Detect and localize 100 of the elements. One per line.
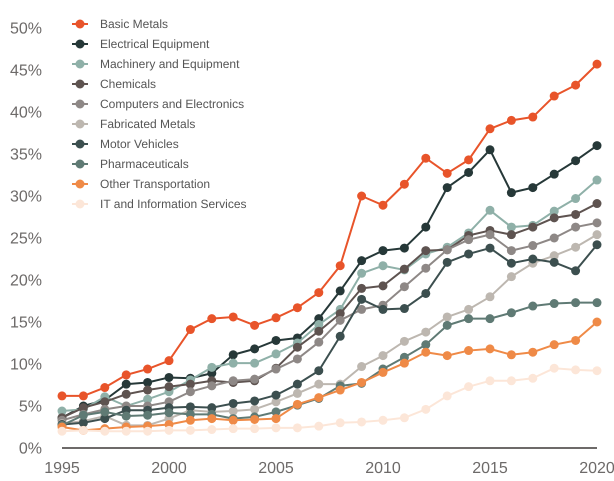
- point: [122, 390, 131, 399]
- point: [400, 413, 409, 422]
- point: [314, 288, 324, 298]
- point: [464, 314, 474, 324]
- y-tick-label: 15%: [10, 314, 42, 332]
- point: [421, 154, 430, 163]
- point: [400, 244, 409, 253]
- point: [486, 292, 494, 302]
- point: [592, 141, 602, 150]
- point: [486, 124, 494, 134]
- x-tick-label: 2020: [579, 460, 614, 477]
- legend-label: Motor Vehicles: [100, 137, 179, 152]
- point: [292, 423, 302, 432]
- point: [464, 346, 474, 356]
- point: [122, 380, 131, 389]
- point: [442, 391, 452, 400]
- point: [272, 313, 280, 322]
- point: [506, 308, 516, 318]
- point: [378, 368, 388, 377]
- point: [592, 60, 602, 69]
- point: [550, 364, 559, 373]
- point: [442, 183, 452, 192]
- point: [400, 358, 409, 368]
- point: [336, 261, 345, 270]
- point: [207, 414, 216, 424]
- point: [250, 396, 260, 406]
- point: [592, 199, 602, 208]
- point: [314, 422, 324, 431]
- point: [122, 412, 131, 421]
- point: [292, 303, 302, 312]
- legend-label: Electrical Equipment: [100, 37, 210, 52]
- y-tick-label: 5%: [18, 398, 42, 416]
- point: [336, 386, 345, 395]
- point: [228, 312, 238, 322]
- x-tick-label: 2000: [151, 460, 187, 477]
- legend-label: Other Transportation: [100, 177, 210, 192]
- point: [357, 192, 366, 200]
- point: [207, 381, 216, 390]
- point: [357, 362, 366, 372]
- point: [571, 266, 580, 276]
- point: [421, 348, 430, 357]
- y-tick-label: 35%: [10, 146, 42, 164]
- point: [143, 426, 152, 436]
- point: [421, 340, 430, 350]
- y-tick-label: 30%: [10, 188, 42, 206]
- point: [228, 350, 238, 360]
- point: [272, 349, 280, 358]
- point: [421, 404, 430, 414]
- point: [164, 356, 174, 366]
- point: [528, 183, 538, 192]
- point: [378, 246, 388, 256]
- point: [506, 222, 516, 232]
- point: [143, 410, 152, 420]
- point: [357, 304, 366, 314]
- y-tick-label: 45%: [10, 62, 42, 80]
- point: [357, 256, 366, 266]
- point: [186, 402, 195, 412]
- point: [442, 351, 452, 360]
- point: [336, 316, 345, 325]
- point: [592, 230, 602, 240]
- point: [592, 318, 602, 326]
- point: [314, 326, 324, 336]
- point: [442, 312, 452, 322]
- point: [571, 336, 580, 345]
- point: [250, 424, 260, 434]
- point: [143, 378, 152, 387]
- point: [378, 200, 388, 210]
- point: [228, 398, 238, 408]
- point: [528, 254, 538, 264]
- point: [357, 284, 366, 293]
- point: [378, 281, 388, 290]
- legend-label: IT and Information Services: [100, 197, 247, 212]
- point: [421, 328, 430, 337]
- point: [486, 244, 494, 253]
- point: [378, 351, 388, 360]
- legend-label: Fabricated Metals: [100, 117, 196, 132]
- point: [336, 286, 345, 296]
- y-tick-label: 25%: [10, 230, 42, 248]
- point: [292, 388, 302, 398]
- point: [186, 380, 195, 389]
- point: [100, 407, 110, 416]
- point: [250, 404, 260, 414]
- point: [592, 176, 602, 185]
- point: [378, 261, 388, 270]
- point: [272, 390, 280, 400]
- point: [78, 391, 88, 400]
- legend-label: Computers and Electronics: [100, 97, 244, 112]
- point: [272, 414, 280, 424]
- point: [506, 230, 516, 240]
- point: [250, 358, 260, 368]
- point: [292, 342, 302, 352]
- point: [272, 336, 280, 345]
- x-tick-label: 1995: [44, 460, 80, 477]
- point: [442, 320, 452, 330]
- point: [486, 230, 494, 240]
- point: [421, 264, 430, 273]
- point: [550, 213, 559, 222]
- point: [421, 288, 430, 298]
- legend-label: Chemicals: [100, 77, 156, 92]
- y-tick-label: 20%: [10, 272, 42, 290]
